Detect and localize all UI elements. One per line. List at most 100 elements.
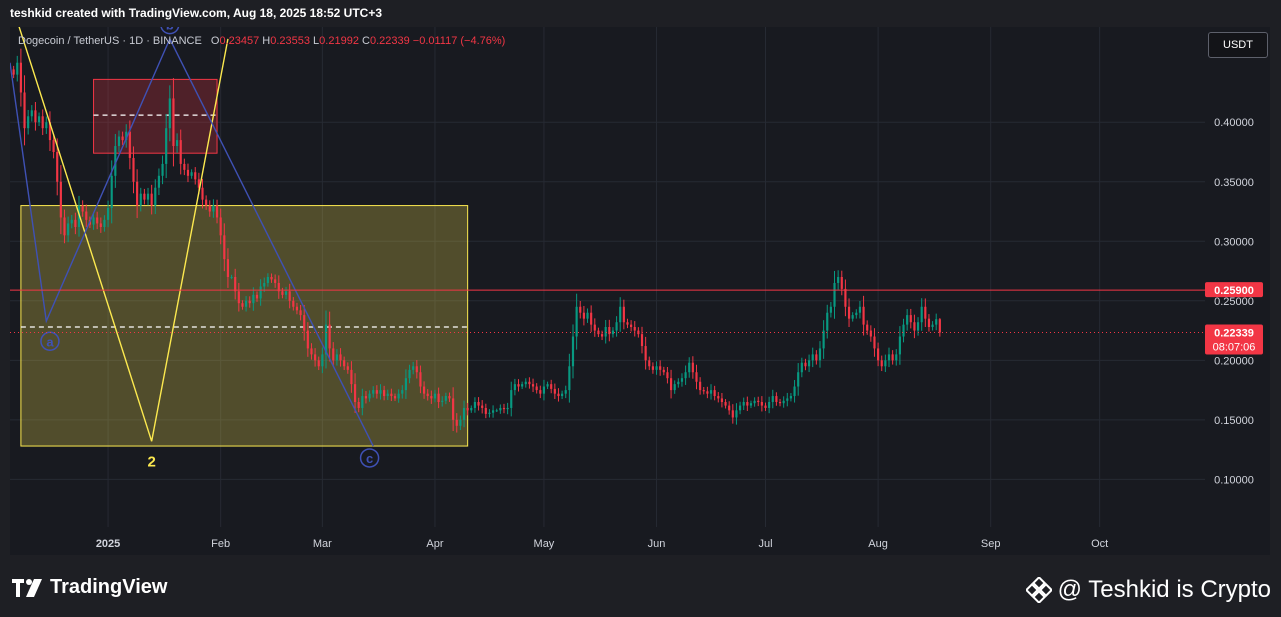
chart-area[interactable]: 2 a b c 0.40000 0.35000 0.30000 0.25000 0.20000…: [10, 27, 1270, 555]
date-tick-label: 2025: [96, 538, 120, 550]
date-tick-label: Oct: [1091, 538, 1108, 550]
candle-body: [128, 131, 131, 158]
price-tick-label: 0.30000: [1214, 236, 1254, 248]
candlestick-chart[interactable]: 2 a b c 0.40000 0.35000 0.30000 0.25000 0.20000…: [10, 27, 1270, 555]
candle-body: [175, 140, 179, 147]
candle-body: [34, 110, 37, 123]
candle-body: [92, 217, 95, 225]
candle-body: [234, 277, 237, 292]
candle-body: [452, 398, 455, 420]
price-tick-label: 0.20000: [1214, 355, 1254, 367]
candle-body: [887, 354, 891, 361]
wave-label: c: [366, 451, 373, 466]
candle-body: [575, 306, 578, 337]
candle-body: [695, 372, 698, 382]
candle-body: [121, 136, 124, 141]
candle-body: [571, 336, 575, 367]
candle-body: [524, 381, 527, 385]
candle-body: [473, 402, 477, 408]
candle-body: [688, 362, 691, 373]
candle-body: [615, 322, 618, 331]
candle-body: [728, 405, 731, 411]
candle-body: [281, 291, 284, 295]
levels-layer: 0.25900 0.22339 08:07:06: [10, 282, 1263, 355]
candle-body: [444, 396, 447, 401]
candle-body: [891, 354, 894, 361]
candle-body: [466, 407, 469, 411]
candle-body: [48, 122, 52, 141]
candle-body: [680, 378, 684, 382]
candle-body: [85, 211, 88, 220]
candle-body: [70, 219, 73, 224]
price-tick-label: 0.25000: [1214, 296, 1254, 308]
candle-body: [139, 193, 142, 206]
price-level-tag: [1205, 324, 1263, 355]
candle-body: [535, 386, 538, 391]
candle-body: [114, 146, 117, 176]
candle-body: [346, 366, 349, 370]
candle-body: [157, 175, 161, 188]
candle-body: [383, 390, 386, 397]
candle-body: [74, 219, 77, 227]
candle-body: [579, 306, 582, 313]
candle-body: [495, 410, 498, 412]
price-level-label: 0.25900: [1214, 285, 1254, 297]
candle-body: [786, 398, 789, 401]
candle-body: [720, 398, 724, 402]
candle-body: [851, 315, 854, 319]
candle-body: [677, 381, 680, 385]
candle-body: [459, 419, 462, 426]
candle-body: [274, 279, 277, 283]
candle-body: [357, 402, 360, 408]
candle-body: [353, 384, 357, 402]
candle-body: [375, 390, 378, 394]
legend-low-value: 0.21992: [319, 35, 359, 47]
candle-body: [41, 116, 44, 129]
candle-body: [669, 378, 673, 391]
candle-body: [190, 172, 193, 176]
candle-body: [521, 384, 524, 387]
candle-body: [321, 354, 324, 367]
candle-body: [931, 324, 934, 327]
candle-body: [332, 348, 335, 361]
candle-body: [869, 330, 872, 337]
date-tick-label: Sep: [981, 538, 1001, 550]
candle-body: [146, 193, 150, 200]
candle-body: [361, 396, 364, 408]
candle-body: [913, 322, 916, 331]
candle-body: [481, 405, 484, 408]
candle-body: [132, 157, 135, 182]
candle-body: [778, 402, 782, 404]
candle-body: [372, 390, 375, 394]
candle-body: [401, 390, 404, 394]
candle-body: [510, 390, 513, 408]
candle-body: [393, 396, 397, 399]
candle-body: [619, 306, 622, 323]
candle-body: [553, 388, 556, 394]
candle-body: [782, 400, 785, 404]
candle-body: [648, 360, 651, 367]
candle-body: [230, 277, 233, 278]
price-tick-label: 0.35000: [1214, 177, 1254, 189]
legend-change: −0.01117 (−4.76%): [412, 35, 506, 47]
candle-body: [335, 354, 338, 361]
tradingview-logo-text: TradingView: [50, 576, 168, 598]
legend-close-label: C: [362, 35, 370, 47]
candle-body: [531, 384, 535, 387]
candle-body: [219, 217, 222, 236]
candle-body: [622, 306, 625, 323]
tradingview-logo: TradingView: [12, 576, 167, 599]
candle-body: [593, 324, 596, 331]
candle-body: [898, 336, 901, 355]
candle-body: [299, 310, 302, 316]
candle-body: [397, 393, 400, 399]
candle-body: [248, 300, 251, 304]
candle-body: [477, 402, 480, 406]
candle-body: [702, 390, 705, 392]
currency-button[interactable]: USDT: [1208, 32, 1268, 58]
candle-body: [106, 207, 110, 220]
tradingview-logo-icon: [12, 578, 42, 597]
candle-body: [310, 348, 313, 355]
candle-body: [455, 419, 458, 426]
wave-label: 2: [147, 454, 155, 471]
